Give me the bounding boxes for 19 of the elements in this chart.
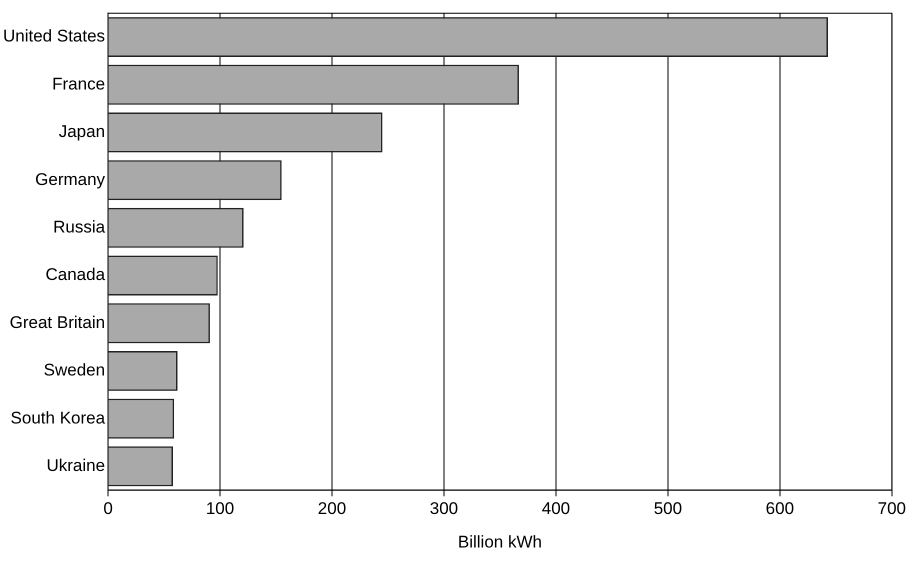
y-tick-label: Japan (58, 122, 106, 142)
x-tick-label: 500 (654, 499, 682, 518)
x-tick-label: 700 (878, 499, 906, 518)
y-tick-label: South Korea (10, 408, 106, 428)
x-tick-label: 400 (542, 499, 570, 518)
x-tick-label: 600 (766, 499, 794, 518)
x-tick-label: 100 (206, 499, 234, 518)
y-tick-label: Great Britain (10, 312, 106, 332)
y-tick-label: Germany (35, 170, 106, 189)
y-tick-label: United States (2, 26, 106, 46)
y-tick-label: France (52, 74, 106, 94)
y-tick-label: Canada (45, 265, 106, 284)
x-tick-label: 200 (318, 499, 346, 518)
x-tick-label: 300 (430, 499, 458, 518)
y-tick-label: Ukraine (46, 456, 106, 476)
y-tick-label: Sweden (44, 360, 106, 380)
y-tick-label: Russia (53, 218, 106, 237)
x-axis-title: Billion kWh (458, 532, 542, 552)
x-tick-label: 0 (103, 499, 113, 518)
